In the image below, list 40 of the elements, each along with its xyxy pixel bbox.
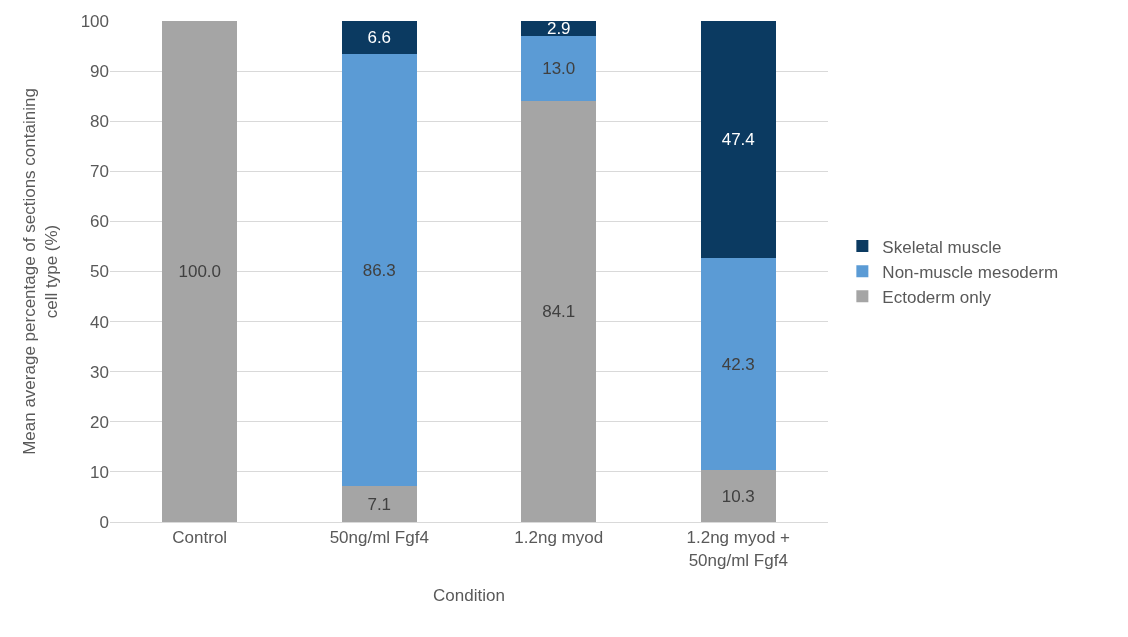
bar [521, 21, 597, 36]
y-tick-label: 30 [90, 362, 109, 382]
data-label: 42.3 [721, 354, 755, 374]
y-tick-label: 50 [90, 262, 109, 282]
bar [700, 258, 776, 471]
bar [700, 21, 776, 259]
legend-label: Ectoderm only [882, 287, 992, 307]
x-tick-label: Control [172, 528, 228, 548]
bar [341, 486, 417, 522]
data-label: 13.0 [542, 58, 576, 78]
y-tick-label: 10 [90, 462, 109, 482]
bar [341, 54, 417, 487]
data-label: 84.1 [542, 301, 576, 321]
data-label: 7.1 [367, 494, 392, 514]
legend-label: Non-muscle mesoderm [882, 262, 1059, 282]
y-tick-label: 80 [90, 112, 109, 132]
y-tick-label: 60 [90, 212, 109, 232]
bar [162, 21, 238, 522]
data-label: 100.0 [178, 262, 222, 281]
data-label: 86.3 [362, 260, 396, 280]
data-label: 10.3 [721, 486, 755, 506]
y-axis-title: Mean average percentage of sections containing cell type (%) [20, 88, 62, 455]
y-tick-label: 90 [90, 62, 109, 82]
y-tick-label: 0 [99, 512, 109, 532]
bar [521, 35, 597, 101]
data-label: 47.4 [721, 130, 755, 150]
data-label: 2.9 [546, 18, 571, 38]
data-label: 6.6 [367, 28, 392, 48]
legend-label: Skeletal muscle [882, 237, 1002, 257]
y-tick-label: 20 [90, 412, 109, 432]
bar [341, 21, 417, 55]
bar [700, 470, 776, 522]
x-tick-label: 1.2ng myod + 50ng/ml Fgf4 [686, 528, 791, 570]
x-tick-label: 1.2ng myod [514, 528, 604, 548]
y-tick-label: 100 [80, 11, 109, 31]
x-axis-title: Condition [433, 585, 505, 605]
y-tick-label: 70 [90, 162, 109, 182]
x-tick-label: 50ng/ml Fgf4 [329, 528, 429, 548]
y-tick-label: 40 [90, 312, 109, 332]
bar [521, 100, 597, 522]
